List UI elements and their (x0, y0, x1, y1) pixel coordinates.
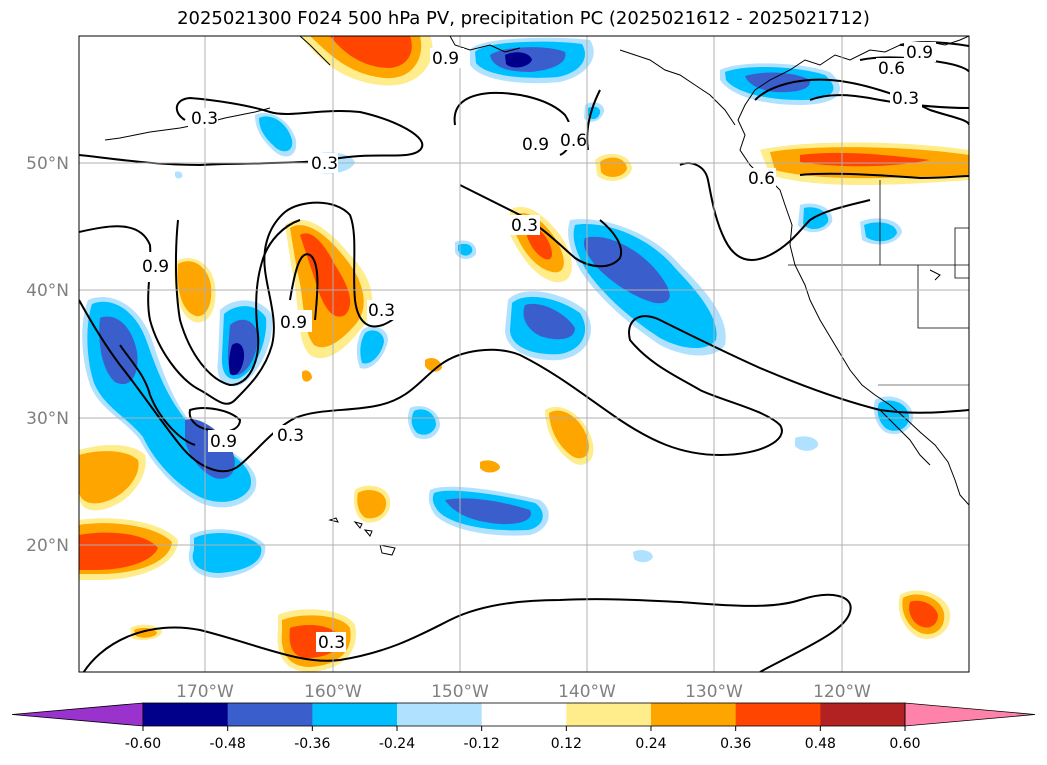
latitude-labels: 50°N 40°N 30°N 20°N (26, 154, 69, 556)
colorbar-tick-label: 0.60 (889, 736, 920, 752)
lon-label: 120°W (813, 682, 871, 702)
contour-label: 0.3 (273, 425, 305, 446)
colorbar-extend-low (11, 702, 144, 727)
svg-text:0.9: 0.9 (142, 257, 169, 277)
svg-text:0.3: 0.3 (311, 154, 338, 174)
svg-text:0.6: 0.6 (878, 59, 905, 79)
colorbar-swatch (735, 703, 821, 726)
colorbar-tick-label: -0.36 (294, 736, 330, 752)
svg-text:0.6: 0.6 (748, 169, 775, 189)
map-title: 2025021300 F024 500 hPa PV, precipitatio… (177, 8, 870, 29)
colorbar-tick-label: 0.12 (551, 736, 582, 752)
contour-label: 0.3 (510, 215, 540, 236)
colorbar-swatch (651, 703, 737, 726)
svg-text:0.3: 0.3 (277, 426, 304, 446)
lon-label: 160°W (304, 682, 362, 702)
svg-text:0.9: 0.9 (522, 135, 549, 155)
contour-label: 0.6 (876, 58, 908, 79)
contour-label: 0.3 (188, 108, 218, 129)
contour-label: 0.6 (558, 122, 587, 151)
colorbar-tick-label: 0.48 (805, 736, 836, 752)
svg-text:0.3: 0.3 (511, 216, 538, 236)
lon-label: 150°W (431, 682, 489, 702)
colorbar-swatch (820, 703, 906, 726)
lon-label: 130°W (685, 682, 743, 702)
svg-text:0.3: 0.3 (318, 633, 345, 653)
svg-text:0.9: 0.9 (906, 43, 933, 63)
colorbar-swatch (566, 703, 652, 726)
svg-text:0.9: 0.9 (432, 49, 459, 69)
contour-label: 0.3 (308, 153, 338, 174)
colorbar: -0.60 -0.48 -0.36 -0.24 -0.12 0.12 0.24 0.36 0.4… (11, 702, 1036, 752)
contour-label: 0.9 (904, 42, 936, 63)
lat-label: 40°N (26, 281, 69, 301)
colorbar-frame (142, 702, 906, 727)
contour-label: 0.3 (367, 300, 399, 321)
colorbar-swatch (227, 703, 313, 726)
contour-label: 0.9 (208, 430, 242, 452)
colorbar-swatch (312, 703, 398, 726)
map-frame (78, 35, 970, 673)
svg-text:0.3: 0.3 (191, 109, 218, 129)
contour-label: 0.9 (278, 310, 312, 333)
colorbar-tick-label: -0.12 (464, 736, 500, 752)
colorbar-swatch (143, 703, 229, 726)
longitude-labels: 170°W 160°W 150°W 140°W 130°W 120°W (176, 682, 871, 702)
colorbar-swatch (397, 703, 483, 726)
graticule (79, 36, 969, 672)
contour-label: 0.6 (746, 168, 776, 189)
map-panel (79, 36, 969, 672)
colorbar-tick-label: 0.36 (720, 736, 751, 752)
coastlines (104, 36, 969, 556)
lat-label: 20°N (26, 536, 69, 556)
contour-labels: 0.3 0.3 0.3 0.3 0.3 0.3 0.3 0.6 0.6 0.6 … (140, 42, 936, 653)
contour-label: 0.3 (316, 632, 346, 653)
svg-text:0.3: 0.3 (368, 301, 395, 321)
colorbar-tick-label: 0.24 (635, 736, 666, 752)
lon-label: 170°W (176, 682, 234, 702)
contour-label: 0.9 (430, 48, 464, 69)
contour-label: 0.3 (890, 88, 922, 109)
colorbar-tick-label: -0.24 (379, 736, 415, 752)
svg-text:0.9: 0.9 (280, 313, 307, 333)
svg-text:0.9: 0.9 (210, 432, 237, 452)
lat-label: 30°N (26, 409, 69, 429)
lat-label: 50°N (26, 154, 69, 174)
colorbar-swatch (481, 703, 567, 726)
contour-label: 0.9 (140, 252, 169, 282)
contour-label: 0.9 (520, 128, 550, 155)
lon-label: 140°W (558, 682, 616, 702)
svg-text:0.6: 0.6 (560, 131, 587, 151)
svg-text:0.3: 0.3 (892, 89, 919, 109)
colorbar-tick-label: -0.60 (125, 736, 161, 752)
colorbar-extend-high (904, 702, 1036, 727)
colorbar-tick-label: -0.48 (210, 736, 246, 752)
